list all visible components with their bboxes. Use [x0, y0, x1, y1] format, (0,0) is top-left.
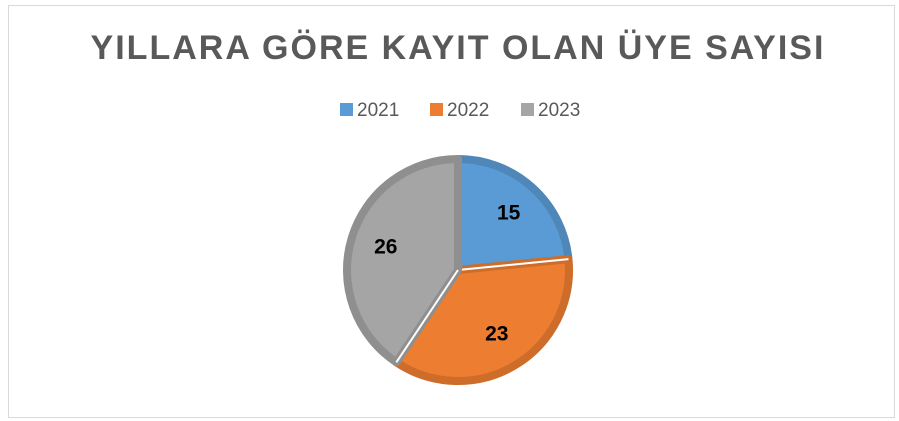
legend-swatch — [521, 103, 534, 116]
slice-separator — [395, 269, 459, 363]
pie-slice — [392, 255, 573, 385]
slice-separator — [457, 258, 569, 271]
data-label: 26 — [374, 236, 397, 259]
slice-edge — [392, 255, 573, 385]
pie-slice — [454, 155, 573, 274]
legend-label: 2022 — [447, 100, 489, 121]
legend-label: 2023 — [538, 100, 580, 121]
slice-edge — [343, 155, 462, 367]
data-label: 15 — [497, 202, 521, 225]
legend-label: 2021 — [357, 100, 399, 121]
legend-swatch — [430, 103, 443, 116]
chart-title: YILLARA GÖRE KAYIT OLAN ÜYE SAYISI — [91, 29, 826, 67]
legend-swatch — [340, 103, 353, 116]
slice-edge — [454, 155, 573, 274]
data-label: 23 — [485, 322, 508, 345]
